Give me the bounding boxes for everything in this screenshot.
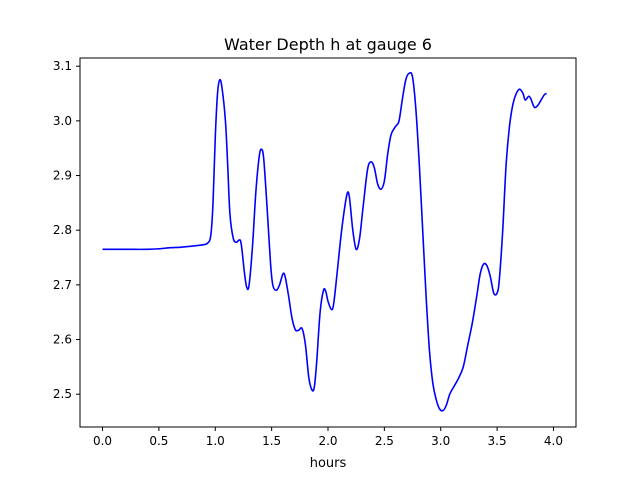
x-axis-label: hours [310, 456, 347, 471]
y-tick-label: 2.5 [53, 387, 72, 401]
y-tick-label: 3.1 [53, 59, 72, 73]
x-tick-label: 4.0 [544, 434, 563, 448]
chart-title: Water Depth h at gauge 6 [224, 35, 432, 54]
x-tick-label: 1.0 [206, 434, 225, 448]
y-axis-ticks: 2.5 2.6 2.7 2.8 2.9 3.0 3.1 [53, 59, 80, 401]
x-tick-label: 0.5 [149, 434, 168, 448]
x-tick-label: 0.0 [93, 434, 112, 448]
series-layer [102, 71, 548, 412]
series-line [102, 71, 548, 412]
y-tick-label: 2.7 [53, 278, 72, 292]
x-tick-label: 1.5 [262, 434, 281, 448]
y-tick-label: 2.9 [53, 169, 72, 183]
x-axis-ticks: 0.0 0.5 1.0 1.5 2.0 2.5 3.0 3.5 4.0 [93, 427, 563, 448]
x-tick-label: 2.0 [318, 434, 337, 448]
y-tick-label: 2.8 [53, 223, 72, 237]
x-tick-label: 3.5 [488, 434, 507, 448]
y-tick-label: 3.0 [53, 114, 72, 128]
y-tick-label: 2.6 [53, 333, 72, 347]
x-tick-label: 2.5 [375, 434, 394, 448]
x-tick-label: 3.0 [431, 434, 450, 448]
